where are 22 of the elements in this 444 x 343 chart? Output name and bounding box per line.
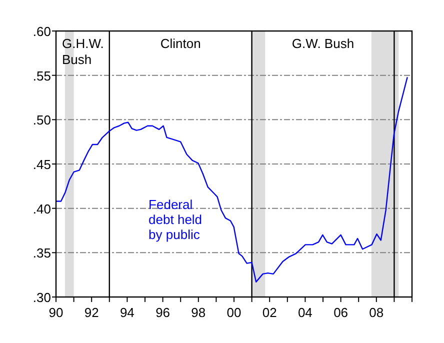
y-tick-label: .40 (32, 201, 51, 216)
x-tick-label: 04 (298, 305, 312, 320)
x-tick-label: 02 (262, 305, 277, 320)
y-tick-label: .50 (32, 112, 51, 128)
y-tick-label: .35 (32, 246, 51, 261)
y-tick-label: .55 (32, 68, 51, 84)
y-tick-label: .30 (32, 290, 51, 305)
x-tick-label: 96 (156, 305, 170, 320)
x-tick-label: 00 (226, 305, 242, 320)
x-tick-label: 94 (120, 305, 134, 320)
y-tick-label: .60 (32, 24, 51, 39)
series-label: Federal debt held by public (148, 197, 202, 242)
x-tick-label: 98 (191, 305, 206, 320)
annotation: G.H.W. Bush (62, 36, 104, 67)
annotation: G.W. Bush (292, 36, 354, 51)
annotation: Clinton (160, 36, 201, 51)
x-tick-label: 08 (369, 305, 384, 320)
x-tick-label: 06 (334, 305, 348, 320)
y-tick-label: .45 (32, 157, 51, 172)
x-tick-label: 90 (48, 305, 64, 320)
x-tick-label: 92 (84, 305, 99, 320)
line-series (55, 76, 408, 283)
